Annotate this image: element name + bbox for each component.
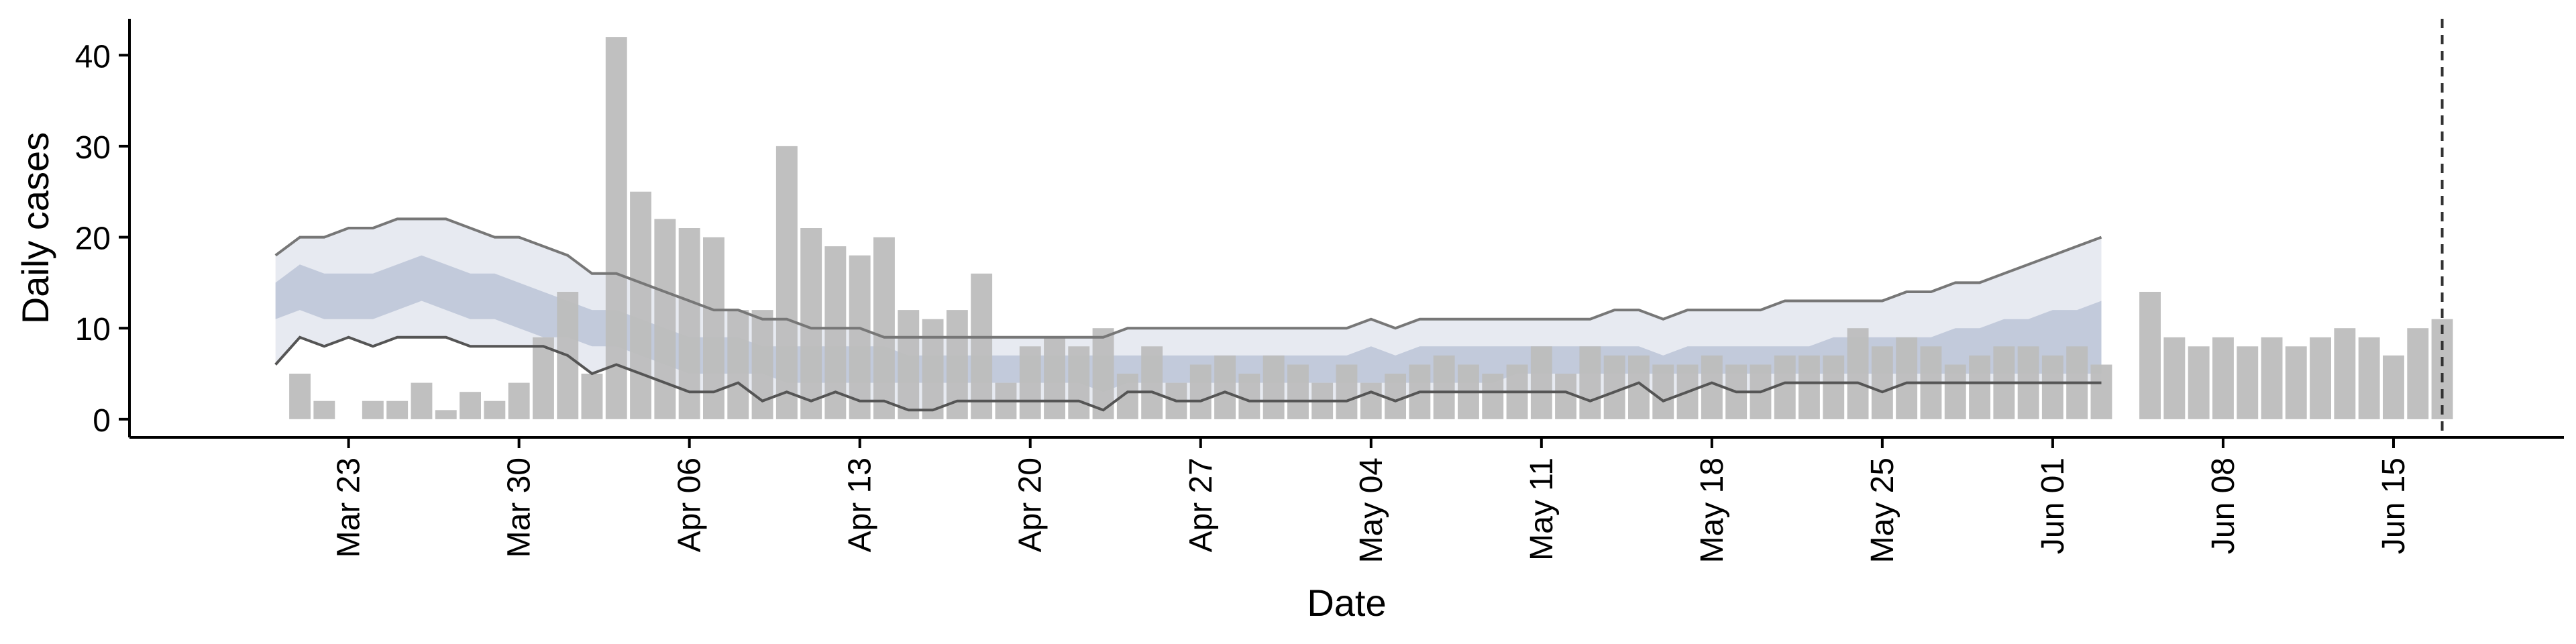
daily-case-bar <box>1555 374 1576 419</box>
daily-case-bar <box>1896 337 1918 419</box>
daily-case-bar <box>2407 328 2429 419</box>
y-tick-label: 20 <box>75 221 111 257</box>
daily-case-bar <box>435 410 457 419</box>
daily-case-bar <box>1263 355 1285 419</box>
daily-case-bar <box>849 255 871 419</box>
daily-case-bar <box>2358 337 2380 419</box>
y-tick-label: 10 <box>75 312 111 347</box>
daily-case-bar <box>678 228 700 419</box>
upper-bound-line <box>274 217 2102 339</box>
daily-case-bar <box>2188 346 2210 419</box>
y-tick-label: 0 <box>93 403 111 439</box>
daily-case-bar <box>2431 319 2453 419</box>
daily-case-bar <box>630 191 651 419</box>
daily-case-bar <box>1774 355 1796 419</box>
daily-case-bar <box>2163 337 2186 419</box>
daily-case-bar <box>1799 355 1820 419</box>
daily-case-bar <box>1189 364 1212 419</box>
estimate-bound-lines <box>274 217 2102 412</box>
daily-case-bar <box>1287 364 1309 419</box>
daily-case-bar <box>922 319 944 419</box>
daily-case-bar <box>2261 337 2283 419</box>
x-tick-label: Apr 13 <box>843 458 878 552</box>
y-axis-ticks: 0 10 20 30 40 <box>75 39 129 439</box>
daily-case-bar <box>2383 355 2404 419</box>
daily-case-bar <box>313 400 335 419</box>
daily-case-bar <box>1385 374 1406 419</box>
x-tick-label: Jun 01 <box>2035 458 2071 554</box>
x-tick-label: Mar 23 <box>331 458 367 557</box>
daily-case-bar <box>533 337 554 419</box>
daily-case-bar <box>2285 346 2307 419</box>
daily-case-bar <box>460 392 481 419</box>
daily-case-bar <box>386 400 409 419</box>
lower-bound-line <box>274 335 2102 412</box>
x-tick-label: May 11 <box>1524 458 1560 561</box>
x-tick-label: Apr 06 <box>672 458 708 552</box>
x-tick-label: May 25 <box>1865 458 1900 563</box>
daily-case-bar <box>1044 337 1065 419</box>
daily-case-bar <box>1944 364 1966 419</box>
daily-case-bar <box>727 310 749 419</box>
daily-case-bar <box>362 400 384 419</box>
x-tick-label: May 04 <box>1354 458 1389 563</box>
daily-case-bar <box>289 374 311 419</box>
daily-case-bar <box>2212 337 2234 419</box>
daily-case-bar <box>2090 364 2112 419</box>
daily-case-bar <box>1433 355 1455 419</box>
daily-case-bar <box>2041 355 2063 419</box>
daily-case-bar <box>581 374 603 419</box>
daily-case-bar <box>1579 346 1601 419</box>
daily-case-bar <box>1238 374 1260 419</box>
daily-case-bar <box>1214 355 1236 419</box>
daily-case-bar <box>1336 364 1358 419</box>
daily-case-bar <box>2310 337 2331 419</box>
daily-case-bar <box>1969 355 1990 419</box>
daily-case-bar <box>1530 346 1552 419</box>
axes <box>128 19 2564 439</box>
x-tick-label: Jun 08 <box>2206 458 2241 554</box>
daily-case-bar <box>1360 382 1382 419</box>
x-axis-label: Date <box>1307 582 1386 624</box>
y-tick-label: 40 <box>75 39 111 74</box>
daily-case-bar <box>1701 355 1723 419</box>
daily-case-bar <box>411 382 433 419</box>
daily-case-bar <box>2334 328 2356 419</box>
y-axis-label: Daily cases <box>14 132 56 324</box>
daily-case-bar <box>1482 374 1504 419</box>
x-tick-label: Apr 20 <box>1013 458 1049 552</box>
daily-case-bar <box>898 310 920 419</box>
daily-case-bar <box>484 400 506 419</box>
x-tick-label: Mar 30 <box>502 458 537 557</box>
daily-case-bar <box>1823 355 1845 419</box>
daily-case-bar <box>1068 346 1090 419</box>
x-axis-ticks: Mar 23 Mar 30 Apr 06 Apr 13 Apr 20 Apr 27 May … <box>331 437 2412 563</box>
daily-case-bar <box>654 219 676 419</box>
daily-case-bar <box>751 310 773 419</box>
daily-case-bar <box>1141 346 1163 419</box>
daily-case-bar <box>1871 346 1893 419</box>
x-tick-label: May 18 <box>1695 458 1730 563</box>
x-tick-label: Jun 15 <box>2376 458 2412 554</box>
daily-case-bar <box>1603 355 1625 419</box>
daily-case-bar <box>1847 328 1869 419</box>
daily-case-bar <box>2237 346 2259 419</box>
daily-case-bar <box>508 382 530 419</box>
daily-case-bar <box>1652 364 1674 419</box>
daily-case-bar <box>824 246 847 419</box>
x-tick-label: Apr 27 <box>1183 458 1219 552</box>
daily-case-bar <box>800 228 822 419</box>
daily-case-bar <box>2139 292 2161 419</box>
y-tick-label: 30 <box>75 130 111 166</box>
daily-case-bar <box>873 237 895 419</box>
daily-case-bar <box>971 273 993 419</box>
daily-case-bar <box>605 37 627 419</box>
daily-case-bar <box>775 146 798 419</box>
daily-case-bar <box>1019 346 1041 419</box>
